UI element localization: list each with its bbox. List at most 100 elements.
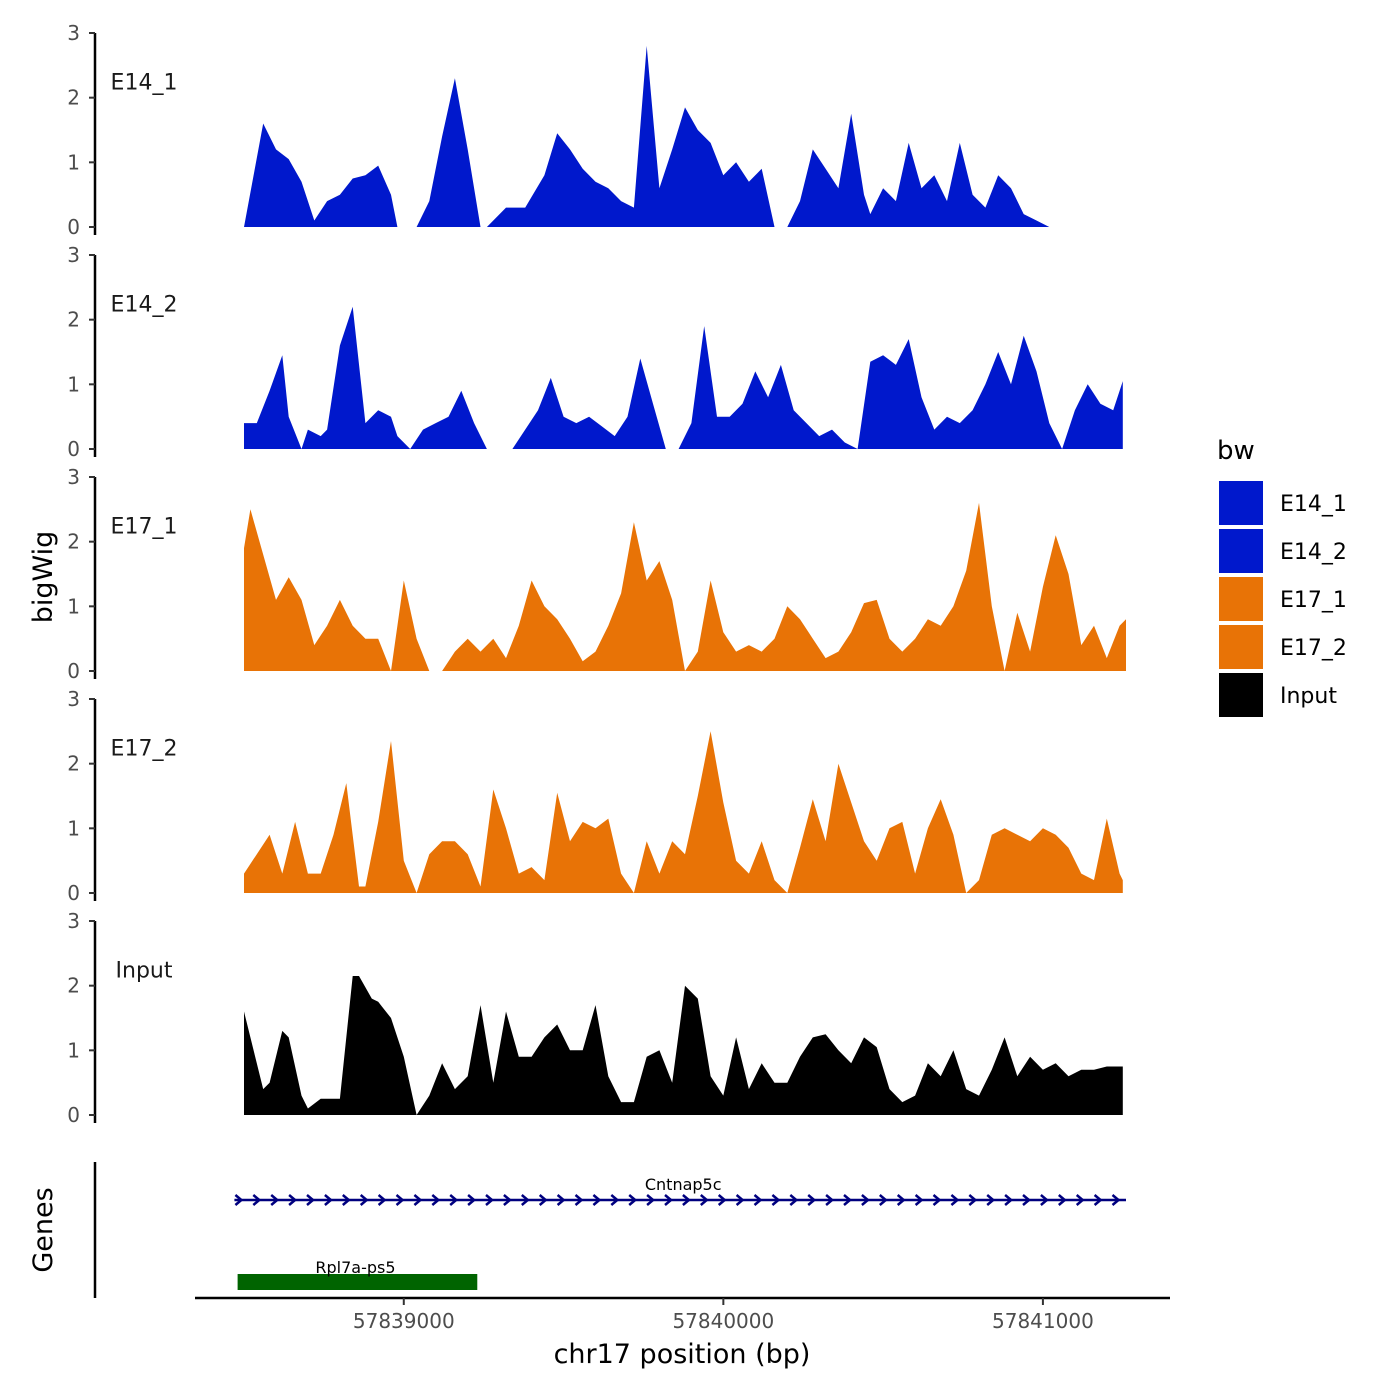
- legend-label: E14_2: [1280, 540, 1347, 565]
- strand-arrow: [968, 1194, 978, 1206]
- strand-arrow: [932, 1194, 942, 1206]
- track-label: E14_1: [111, 70, 178, 95]
- signal-area-E14_1: [244, 45, 1123, 228]
- strand-arrow: [431, 1194, 441, 1206]
- legend-item: E17_2: [1217, 623, 1347, 671]
- track-label: Input: [116, 958, 173, 983]
- legend-label: E17_2: [1280, 636, 1347, 661]
- signal-area-Input: [244, 976, 1123, 1115]
- y-tick-label: 3: [67, 21, 80, 45]
- strand-arrow: [735, 1194, 745, 1206]
- strand-arrow: [896, 1194, 906, 1206]
- strand-arrow: [467, 1194, 477, 1206]
- gene-label: Cntnap5c: [645, 1175, 722, 1194]
- legend-item: E14_1: [1217, 479, 1347, 527]
- y-tick-label: 1: [67, 1038, 80, 1062]
- y-tick-label: 1: [67, 816, 80, 840]
- y-tick-label: 0: [67, 659, 80, 683]
- legend-label: Input: [1280, 684, 1337, 709]
- legend-item: E17_1: [1217, 575, 1347, 623]
- x-axis: 57839000 57840000 57841000: [195, 1296, 1170, 1333]
- strand-arrow: [699, 1194, 709, 1206]
- strand-arrow: [574, 1194, 584, 1206]
- strand-arrow: [1111, 1194, 1121, 1206]
- track-Input: 0 1 2 3 Input: [67, 909, 1123, 1127]
- y-tick-label: 3: [67, 909, 80, 933]
- strand-arrow: [270, 1194, 280, 1206]
- legend-item: Input: [1217, 671, 1337, 719]
- strand-arrow: [664, 1194, 673, 1206]
- y-tick-label: 1: [67, 372, 80, 396]
- strand-arrow: [610, 1194, 620, 1206]
- track-E17_1: 0 1 2 3 E17_1: [67, 465, 1126, 683]
- track-label: E17_1: [111, 514, 178, 539]
- strand-arrow: [771, 1194, 781, 1206]
- strand-arrow: [520, 1194, 530, 1206]
- strand-arrow: [1057, 1194, 1067, 1206]
- gene-label: Rpl7a-ps5: [315, 1258, 395, 1277]
- strand-arrow: [1004, 1194, 1014, 1206]
- strand-arrow: [843, 1194, 852, 1206]
- y-tick-label: 0: [67, 881, 80, 905]
- track-E17_2: 0 1 2 3 E17_2: [67, 687, 1123, 905]
- legend-title: bw: [1217, 436, 1255, 466]
- gene-Rpl7a-ps5: Rpl7a-ps5: [237, 1258, 478, 1290]
- legend-label: E14_1: [1280, 492, 1347, 517]
- y-tick-label: 0: [67, 215, 80, 239]
- strand-arrow: [556, 1194, 566, 1206]
- strand-arrow: [324, 1194, 333, 1206]
- strand-arrow: [878, 1194, 888, 1206]
- genes-panel: Cntnap5c Rpl7a-ps5: [93, 1162, 1126, 1298]
- track-E14_1: 0 1 2 3 E14_1: [67, 21, 1123, 239]
- strand-arrow: [1093, 1194, 1103, 1206]
- legend-swatch: [1217, 575, 1265, 623]
- legend-item: E14_2: [1217, 527, 1347, 575]
- legend-swatch: [1217, 623, 1265, 671]
- strand-arrow: [753, 1194, 763, 1206]
- y-tick-label: 1: [67, 594, 80, 618]
- strand-arrow: [628, 1194, 638, 1206]
- strand-arrow: [986, 1194, 996, 1206]
- signal-area-E17_1: [244, 502, 1126, 671]
- gene-block: [237, 1274, 478, 1290]
- strand-arrow: [825, 1194, 835, 1206]
- strand-arrow: [592, 1194, 602, 1206]
- legend-swatch: [1217, 479, 1265, 527]
- strand-arrow: [1075, 1194, 1085, 1206]
- strand-arrow: [252, 1194, 262, 1206]
- legend-swatch: [1217, 671, 1265, 719]
- strand-arrow: [306, 1194, 315, 1206]
- x-axis-title: chr17 position (bp): [554, 1339, 811, 1370]
- y-tick-label: 0: [67, 437, 80, 461]
- strand-arrow: [807, 1194, 817, 1206]
- x-tick-label: 57841000: [992, 1309, 1094, 1333]
- genes-axis-title: Genes: [28, 1187, 59, 1272]
- strand-arrow: [646, 1194, 656, 1206]
- signal-area-E14_2: [244, 306, 1123, 449]
- y-tick-label: 3: [67, 243, 80, 267]
- strand-arrow: [234, 1194, 244, 1206]
- track-label: E17_2: [111, 736, 178, 761]
- strand-arrow: [861, 1194, 870, 1206]
- y-tick-label: 2: [67, 752, 80, 776]
- y-tick-label: 1: [67, 150, 80, 174]
- strand-arrow: [789, 1194, 799, 1206]
- strand-arrow: [395, 1194, 405, 1206]
- strand-arrow: [503, 1194, 512, 1206]
- y-tick-label: 2: [67, 530, 80, 554]
- y-tick-label: 3: [67, 465, 80, 489]
- track-E14_2: 0 1 2 3 E14_2: [67, 243, 1123, 461]
- strand-arrow: [1022, 1194, 1031, 1206]
- y-tick-label: 3: [67, 687, 80, 711]
- track-label: E14_2: [111, 292, 178, 317]
- y-tick-label: 0: [67, 1103, 80, 1127]
- legend-swatch: [1217, 527, 1265, 575]
- strand-arrow: [485, 1194, 494, 1206]
- strand-arrow: [717, 1194, 727, 1206]
- strand-arrow: [538, 1194, 548, 1206]
- strand-arrow: [914, 1194, 924, 1206]
- y-axis-title: bigWig: [28, 531, 59, 624]
- legend: bw E14_1 E14_2 E17_1 E17_2 Input: [1217, 436, 1347, 719]
- strand-arrow: [341, 1194, 351, 1206]
